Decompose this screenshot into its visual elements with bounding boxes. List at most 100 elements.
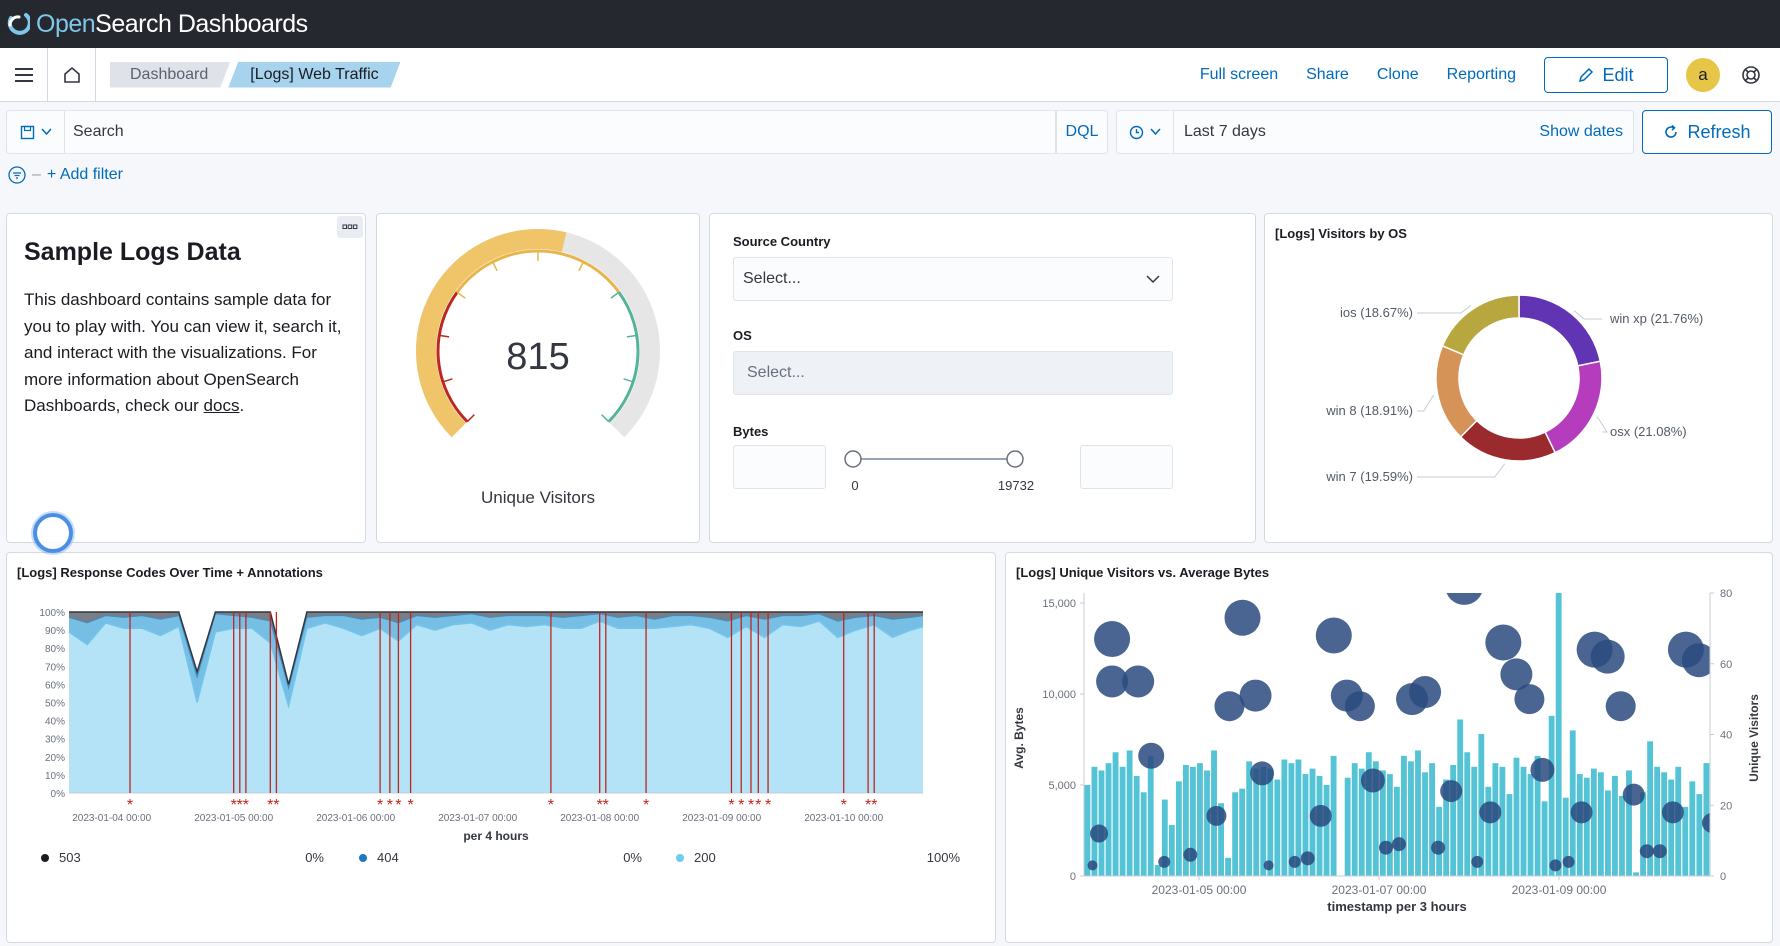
annotation-marker: * bbox=[237, 797, 243, 814]
mouse-cursor-indicator bbox=[33, 513, 73, 553]
gauge-tick bbox=[442, 378, 453, 383]
bar bbox=[1696, 794, 1703, 876]
panel-options-button[interactable] bbox=[337, 216, 363, 238]
annotation-marker: * bbox=[407, 797, 413, 814]
quick-time-menu-button[interactable] bbox=[1116, 110, 1174, 154]
slider-min-handle[interactable] bbox=[844, 450, 862, 468]
source-country-select[interactable]: Select... bbox=[733, 257, 1173, 301]
bar bbox=[1098, 770, 1105, 876]
bar bbox=[1225, 857, 1232, 876]
bytes-range-slider[interactable]: 0 19732 bbox=[835, 445, 1035, 495]
home-icon bbox=[63, 66, 80, 83]
header-actions: Full screen Share Clone Reporting Edit a bbox=[1200, 48, 1780, 102]
y2-tick-label: 60 bbox=[1720, 659, 1732, 671]
y-tick-label: 60% bbox=[45, 680, 65, 691]
show-dates-link[interactable]: Show dates bbox=[1539, 123, 1623, 140]
annotation-marker: * bbox=[395, 797, 401, 814]
bytes-label: Bytes bbox=[733, 424, 769, 439]
bar bbox=[1182, 764, 1189, 876]
bubble bbox=[1344, 691, 1375, 722]
bubble bbox=[1090, 824, 1109, 843]
annotation-marker: * bbox=[243, 797, 249, 814]
bubble bbox=[1590, 639, 1625, 674]
reporting-link[interactable]: Reporting bbox=[1446, 66, 1516, 83]
bar bbox=[1105, 763, 1112, 876]
pie-slice bbox=[1518, 294, 1602, 367]
bar bbox=[1091, 766, 1098, 876]
query-language-button[interactable]: DQL bbox=[1056, 110, 1108, 154]
gauge-tick bbox=[578, 261, 585, 272]
bar bbox=[1295, 759, 1302, 876]
slider-max-handle[interactable] bbox=[1006, 450, 1024, 468]
bubble bbox=[1562, 855, 1575, 868]
y-tick-label: 80% bbox=[45, 644, 65, 655]
os-select[interactable]: Select... bbox=[733, 351, 1173, 395]
bar bbox=[1604, 790, 1611, 876]
response-codes-panel: [Logs] Response Codes Over Time + Annota… bbox=[6, 552, 996, 943]
bar bbox=[1415, 750, 1421, 876]
bubble bbox=[1549, 859, 1562, 872]
breadcrumb-dashboard[interactable]: Dashboard bbox=[110, 62, 230, 88]
chevron-down-icon bbox=[40, 128, 52, 136]
bar bbox=[1654, 766, 1661, 876]
visitors-by-os-panel: [Logs] Visitors by OS win xp (21.76%) osx… bbox=[1264, 213, 1773, 543]
legend-label: 404 bbox=[377, 850, 399, 865]
pie-label-leader bbox=[1417, 305, 1472, 314]
y2-axis-title: Unique Visitors bbox=[1747, 694, 1761, 782]
bar bbox=[1478, 734, 1485, 876]
x-tick-label: 2023-01-07 00:00 bbox=[438, 813, 517, 824]
edit-button[interactable]: Edit bbox=[1544, 57, 1668, 93]
bar bbox=[1386, 774, 1393, 876]
bar bbox=[1344, 777, 1351, 876]
bytes-min-input[interactable] bbox=[733, 445, 826, 489]
saved-query-button[interactable] bbox=[6, 110, 65, 154]
bar bbox=[1274, 779, 1281, 876]
bar bbox=[1555, 593, 1562, 876]
bar bbox=[1513, 757, 1520, 876]
bar bbox=[1401, 755, 1407, 876]
panel-title: [Logs] Visitors by OS bbox=[1275, 226, 1407, 241]
bubble bbox=[1440, 780, 1463, 803]
bubble bbox=[1087, 860, 1098, 871]
bubble bbox=[1183, 847, 1198, 862]
y-tick-label: 30% bbox=[45, 735, 65, 746]
breadcrumb-current: [Logs] Web Traffic bbox=[228, 62, 400, 88]
menu-button[interactable] bbox=[0, 47, 48, 102]
help-button[interactable] bbox=[1736, 65, 1766, 85]
panel-title: [Logs] Response Codes Over Time + Annota… bbox=[17, 565, 323, 580]
add-filter-button[interactable]: + Add filter bbox=[46, 166, 123, 183]
slider-min-label: 0 bbox=[851, 478, 858, 493]
filter-icon[interactable] bbox=[8, 166, 26, 184]
y-tick-label: 90% bbox=[45, 626, 65, 637]
bar bbox=[1133, 775, 1140, 876]
share-link[interactable]: Share bbox=[1306, 66, 1349, 83]
annotation-marker: * bbox=[643, 797, 649, 814]
opensearch-logo[interactable]: OpenSearch Dashboards bbox=[6, 10, 308, 39]
search-input[interactable]: Search bbox=[65, 110, 1056, 154]
annotation-marker: * bbox=[871, 797, 877, 814]
gauge-tick bbox=[623, 378, 634, 383]
bubble bbox=[1239, 679, 1272, 712]
bubble bbox=[1250, 761, 1275, 786]
bar bbox=[1485, 786, 1492, 876]
os-placeholder: Select... bbox=[747, 364, 805, 381]
time-range-picker[interactable]: Last 7 days Show dates bbox=[1174, 110, 1634, 154]
docs-link[interactable]: docs bbox=[203, 396, 240, 415]
x-tick-label: 2023-01-04 00:00 bbox=[72, 813, 151, 824]
unique-visitors-chart: 0 5,000 10,000 15,000 0 20 40 60 80 2023-01-05 00… bbox=[1012, 588, 1761, 914]
gauge-value: 815 bbox=[506, 336, 569, 378]
home-button[interactable] bbox=[48, 47, 96, 102]
avatar[interactable]: a bbox=[1686, 58, 1720, 92]
boxes-horizontal-icon bbox=[342, 224, 358, 229]
clone-link[interactable]: Clone bbox=[1376, 66, 1419, 83]
full-screen-link[interactable]: Full screen bbox=[1199, 66, 1279, 83]
plot-area bbox=[1084, 593, 1710, 876]
slider-max-label: 19732 bbox=[998, 478, 1034, 493]
annotation-marker: * bbox=[387, 797, 393, 814]
bar bbox=[1253, 768, 1260, 876]
y-tick-label: 0 bbox=[1070, 871, 1076, 883]
bar bbox=[1246, 761, 1253, 876]
bytes-max-input[interactable] bbox=[1080, 445, 1173, 489]
bubble bbox=[1094, 620, 1131, 657]
refresh-button[interactable]: Refresh bbox=[1642, 110, 1772, 154]
